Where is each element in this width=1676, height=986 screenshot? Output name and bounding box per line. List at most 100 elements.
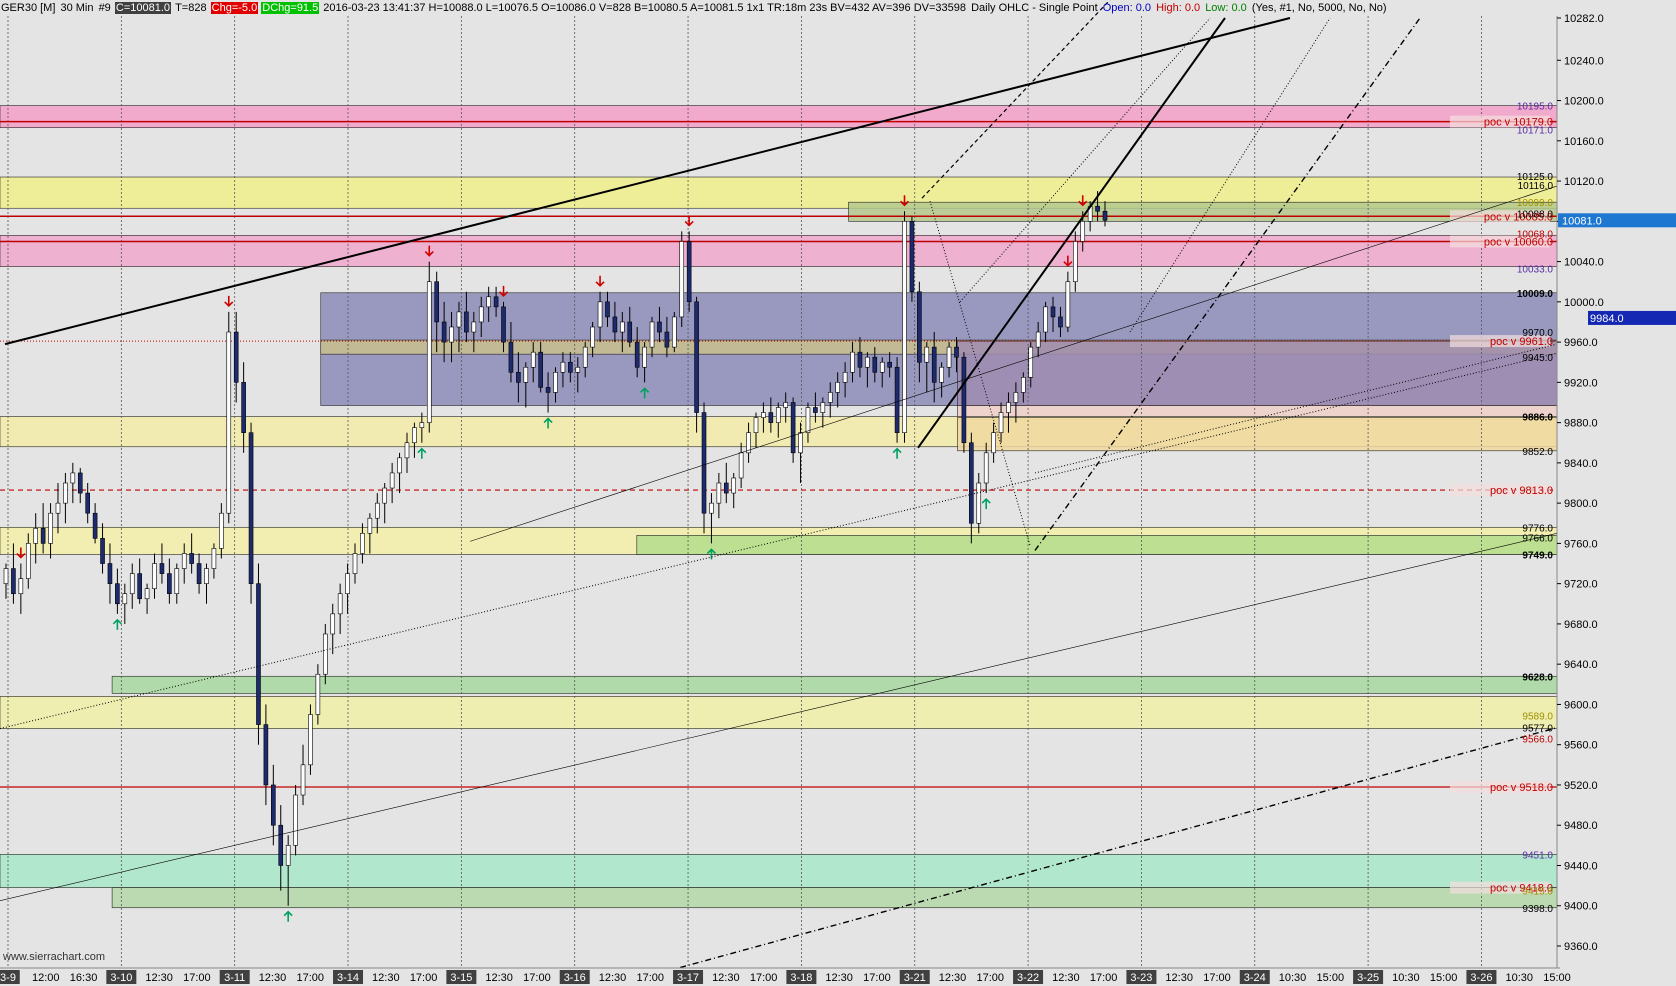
trendline[interactable]	[1034, 17, 1421, 551]
time-label: 10:30	[1505, 972, 1533, 984]
level-label: 9852.0	[1522, 447, 1553, 458]
candle-body	[553, 371, 558, 393]
poc-label-bg	[1450, 484, 1550, 497]
time-label: 17:00	[1203, 972, 1231, 984]
candle-body	[887, 361, 892, 368]
time-label: 17:00	[523, 972, 551, 984]
price-axis: 10282.010240.010200.010160.010120.010080…	[1517, 13, 1676, 968]
level-label: 10068.0	[1517, 229, 1554, 240]
candle-body	[694, 301, 699, 413]
down-arrow-icon	[595, 275, 605, 287]
candle-body	[961, 356, 967, 444]
level-label: 10009.0	[1517, 289, 1554, 300]
trendline[interactable]	[629, 726, 1558, 982]
candle-body	[1080, 221, 1086, 242]
candle-body	[33, 527, 39, 544]
up-arrow-icon	[112, 618, 122, 630]
day-label: 3-18	[790, 972, 812, 984]
candle-body	[634, 341, 640, 368]
candle-body	[620, 321, 625, 333]
candle-body	[545, 387, 551, 393]
symbol-label[interactable]: GER30 [M]	[1, 2, 56, 14]
candle-body	[204, 568, 209, 584]
candle-body	[419, 422, 425, 428]
up-arrow-icon	[706, 548, 717, 560]
daily-change-badge: DChg=91.5	[261, 2, 320, 14]
day-label: 3-16	[564, 972, 586, 984]
candle-body	[679, 241, 685, 318]
trendline[interactable]	[1129, 17, 1331, 333]
time-label: 10:30	[1392, 972, 1420, 984]
candle-body	[330, 613, 336, 635]
candle-body	[850, 351, 855, 373]
trendline[interactable]	[0, 533, 1558, 901]
level-label: 9628.0	[1522, 672, 1553, 683]
day-label: 3-17	[677, 972, 699, 984]
day-label-bg	[0, 970, 20, 984]
up-arrow-icon	[892, 447, 902, 459]
candle-body	[575, 366, 581, 373]
time-axis-bg	[0, 968, 1560, 986]
candle-body	[40, 527, 46, 544]
trendline[interactable]	[469, 185, 1558, 542]
time-label: 15:00	[1317, 972, 1345, 984]
poc-lines: poc v 10179.0 poc v 10085.0 poc v 10060.0 p…	[0, 115, 1557, 895]
candle-body	[827, 392, 833, 403]
trendline[interactable]	[921, 0, 1111, 199]
day-label-bg	[106, 970, 137, 984]
candle-body	[835, 382, 840, 393]
candle-body	[70, 472, 76, 484]
poc-label-bg	[1450, 780, 1550, 793]
price-tick-label: 9360.0	[1564, 941, 1598, 953]
price-tick-label: 9960.0	[1564, 337, 1598, 349]
trendline[interactable]	[4, 17, 1291, 346]
day-label-bg	[1013, 970, 1044, 984]
candle-body	[456, 311, 462, 328]
poc-label: poc v 9518.0	[1490, 782, 1553, 794]
candle-body	[300, 764, 306, 796]
time-label: 12:30	[259, 972, 287, 984]
time-label: 16:30	[70, 972, 98, 984]
candle-body	[761, 412, 766, 418]
price-tick-label: 10160.0	[1564, 136, 1604, 148]
candle-body	[560, 361, 566, 373]
timeframe-label[interactable]: 30 Min	[60, 2, 94, 14]
trendline[interactable]	[917, 17, 1226, 449]
study-name[interactable]: Daily OHLC - Single Point	[971, 2, 1098, 14]
candle-body	[805, 407, 811, 433]
level-label: 9398.0	[1522, 904, 1553, 915]
price-tick-label: 9400.0	[1564, 901, 1598, 913]
time-label: 12:30	[1165, 972, 1193, 984]
candle-body	[367, 517, 373, 534]
candle-body	[426, 281, 432, 423]
day-label: 3-25	[1357, 972, 1379, 984]
candle-body	[649, 321, 655, 348]
candle-body	[174, 568, 180, 595]
price-tick-label: 9760.0	[1564, 538, 1598, 550]
level-label: 10033.0	[1517, 265, 1554, 276]
candle-body	[211, 548, 217, 569]
candle-body	[278, 824, 284, 866]
candle-body	[701, 412, 707, 514]
up-arrow-icon	[640, 387, 650, 399]
time-label: 12:00	[32, 972, 60, 984]
candle-body	[1028, 346, 1034, 378]
candle-body	[441, 321, 447, 343]
candle-body	[998, 412, 1004, 433]
candle-body	[167, 573, 172, 595]
time-label: 10:30	[1279, 972, 1307, 984]
time-label: 15:00	[1543, 972, 1571, 984]
candle-body	[323, 633, 328, 675]
candle-body	[248, 432, 254, 584]
up-arrow-icon	[417, 447, 427, 459]
time-axis: 3-9 12:00 16:30 3-10 12:30 17:00 3-11 12:30 17:0…	[0, 967, 1571, 986]
candle-body	[605, 301, 610, 318]
candle-body	[1043, 306, 1048, 333]
candle-body	[337, 593, 343, 615]
candle-body	[434, 281, 439, 323]
trendline[interactable]	[959, 17, 1211, 303]
time-label: 17:00	[410, 972, 438, 984]
down-arrow-icon	[899, 195, 910, 207]
price-tick-label: 9880.0	[1564, 418, 1598, 430]
